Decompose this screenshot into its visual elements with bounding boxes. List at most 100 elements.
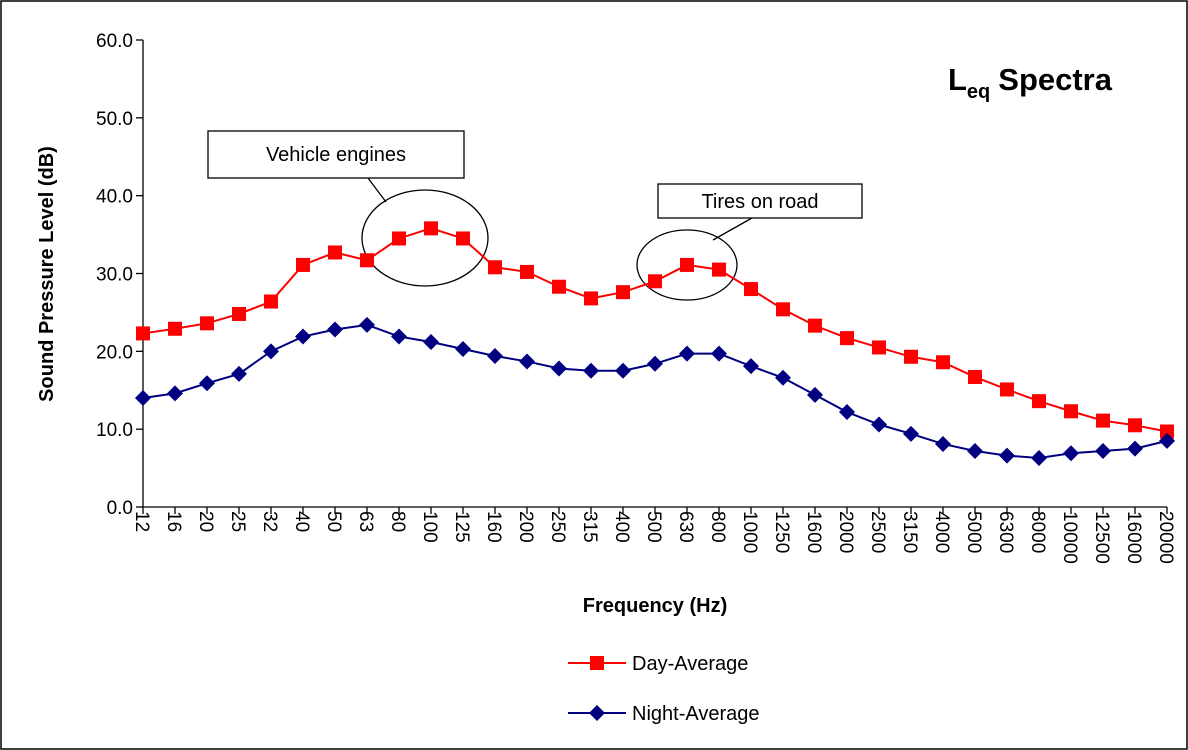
marker	[264, 294, 278, 309]
marker	[583, 362, 599, 379]
annotation-ellipse	[636, 229, 738, 301]
x-tick-label: 400	[611, 511, 632, 543]
marker	[1160, 424, 1174, 439]
marker	[488, 260, 502, 275]
marker	[589, 705, 605, 721]
title-rest: Spectra	[998, 62, 1112, 97]
y-tick-label: 30.0	[96, 265, 133, 286]
x-tick-label: 1250	[771, 511, 792, 553]
marker	[1096, 413, 1110, 428]
x-tick-label: 6300	[995, 511, 1016, 553]
y-tick-label: 10.0	[96, 420, 133, 441]
marker	[231, 365, 247, 382]
marker	[616, 285, 630, 300]
annotation-pointer	[367, 177, 387, 203]
marker	[1031, 449, 1047, 466]
marker	[1128, 418, 1142, 433]
x-tick-label: 250	[547, 511, 568, 543]
marker	[872, 340, 886, 355]
marker	[839, 404, 855, 421]
marker	[552, 279, 566, 294]
x-tick-label: 10000	[1059, 511, 1080, 564]
x-tick-label: 16	[163, 511, 184, 532]
marker	[423, 333, 439, 350]
marker	[1032, 394, 1046, 409]
annotation-text: Vehicle engines	[266, 144, 406, 166]
y-tick-label: 20.0	[96, 342, 133, 363]
marker	[808, 318, 822, 333]
x-tick-label: 80	[387, 511, 408, 532]
marker	[680, 257, 694, 272]
marker	[744, 282, 758, 297]
x-tick-label: 3150	[899, 511, 920, 553]
x-tick-label: 1600	[803, 511, 824, 553]
x-tick-label: 500	[643, 511, 664, 543]
y-tick-label: 40.0	[96, 187, 133, 208]
x-axis-title: Frequency (Hz)	[583, 595, 727, 617]
marker	[584, 291, 598, 306]
marker	[232, 306, 246, 321]
marker	[359, 316, 375, 333]
marker	[1159, 432, 1175, 449]
marker	[199, 375, 215, 392]
marker	[168, 321, 182, 336]
marker	[455, 340, 471, 357]
marker	[871, 416, 887, 433]
x-tick-label: 8000	[1027, 511, 1048, 553]
x-tick-label: 32	[259, 511, 280, 532]
marker	[200, 316, 214, 331]
title-main: L	[948, 62, 967, 97]
marker	[967, 442, 983, 459]
marker	[487, 348, 503, 365]
marker	[1063, 445, 1079, 462]
annotation-box	[657, 183, 863, 219]
marker	[712, 262, 726, 277]
title-sub: eq	[967, 81, 990, 103]
x-tick-label: 100	[419, 511, 440, 543]
marker	[392, 231, 406, 246]
marker	[263, 343, 279, 360]
x-tick-label: 2500	[867, 511, 888, 553]
marker	[776, 302, 790, 317]
x-tick-label: 125	[451, 511, 472, 543]
marker	[647, 355, 663, 372]
marker	[679, 345, 695, 362]
marker	[327, 321, 343, 338]
marker	[968, 370, 982, 385]
x-tick-label: 12	[131, 511, 152, 532]
y-tick-label: 60.0	[96, 31, 133, 52]
x-tick-label: 160	[483, 511, 504, 543]
x-tick-label: 800	[707, 511, 728, 543]
marker	[615, 362, 631, 379]
x-tick-label: 40	[291, 511, 312, 532]
marker	[1095, 442, 1111, 459]
legend-label: Night-Average	[632, 703, 759, 725]
marker	[590, 656, 604, 670]
marker	[807, 386, 823, 403]
marker	[520, 264, 534, 279]
marker	[551, 360, 567, 377]
marker	[775, 369, 791, 386]
x-tick-label: 2000	[835, 511, 856, 553]
chart-title: Leq Spectra	[948, 62, 1113, 103]
marker	[999, 447, 1015, 464]
x-tick-label: 200	[515, 511, 536, 543]
marker	[1127, 440, 1143, 457]
marker	[519, 353, 535, 370]
annotation-ellipse	[361, 189, 489, 287]
x-tick-label: 12500	[1091, 511, 1112, 564]
marker	[936, 355, 950, 370]
marker	[648, 274, 662, 289]
x-tick-label: 1000	[739, 511, 760, 553]
y-axis-title: Sound Pressure Level (dB)	[36, 146, 58, 402]
y-tick-label: 50.0	[96, 109, 133, 130]
marker	[136, 326, 150, 341]
marker	[903, 425, 919, 442]
marker	[711, 345, 727, 362]
marker	[935, 435, 951, 452]
marker	[424, 221, 438, 236]
marker	[135, 390, 151, 407]
x-tick-label: 20000	[1155, 511, 1176, 564]
legend-label: Day-Average	[632, 653, 748, 675]
x-tick-label: 4000	[931, 511, 952, 553]
